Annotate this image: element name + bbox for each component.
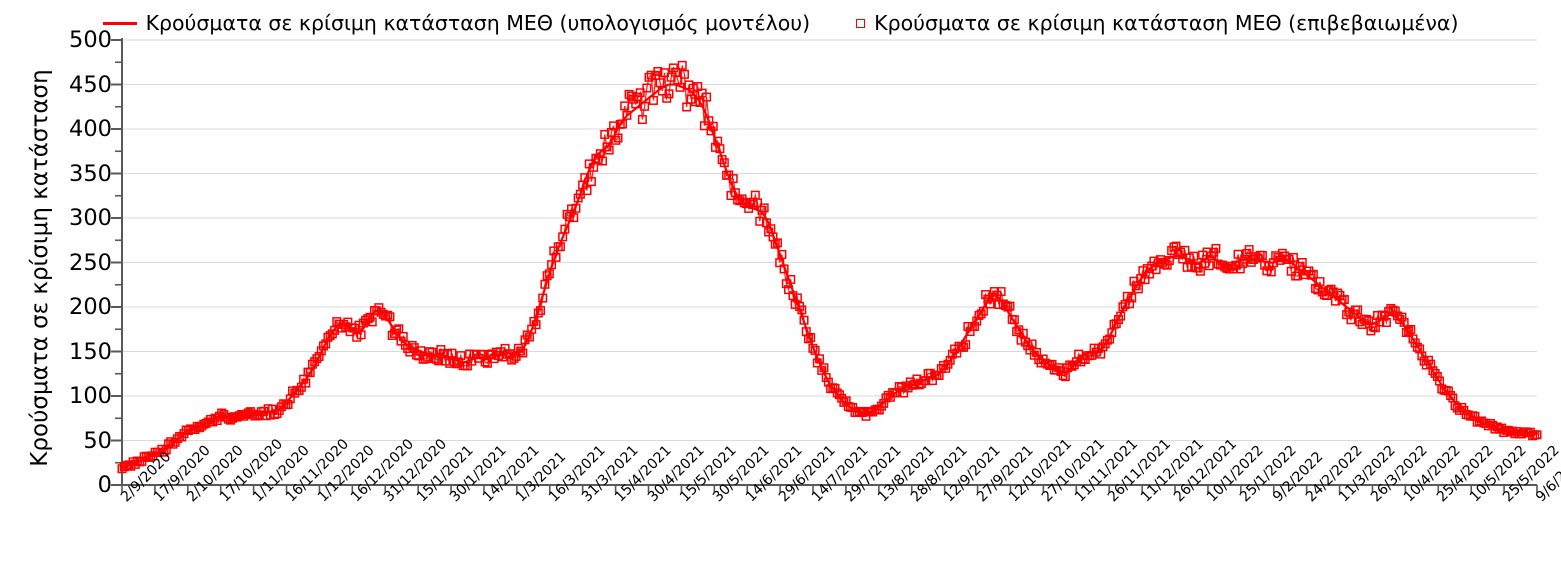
y-tick-label: 250 <box>69 249 112 276</box>
y-tick-label: 350 <box>69 160 112 187</box>
y-tick-label: 450 <box>69 71 112 98</box>
y-tick-label: 200 <box>69 294 112 320</box>
y-tick-label: 500 <box>69 27 112 53</box>
y-tick-label: 0 <box>97 472 112 498</box>
y-tick-label: 150 <box>69 338 112 365</box>
y-tick-label: 300 <box>69 205 112 231</box>
y-tick-label: 100 <box>69 383 112 409</box>
confirmed-series-markers <box>117 60 1542 474</box>
y-tick-label: 50 <box>83 427 112 454</box>
y-tick-label: 400 <box>69 116 112 142</box>
